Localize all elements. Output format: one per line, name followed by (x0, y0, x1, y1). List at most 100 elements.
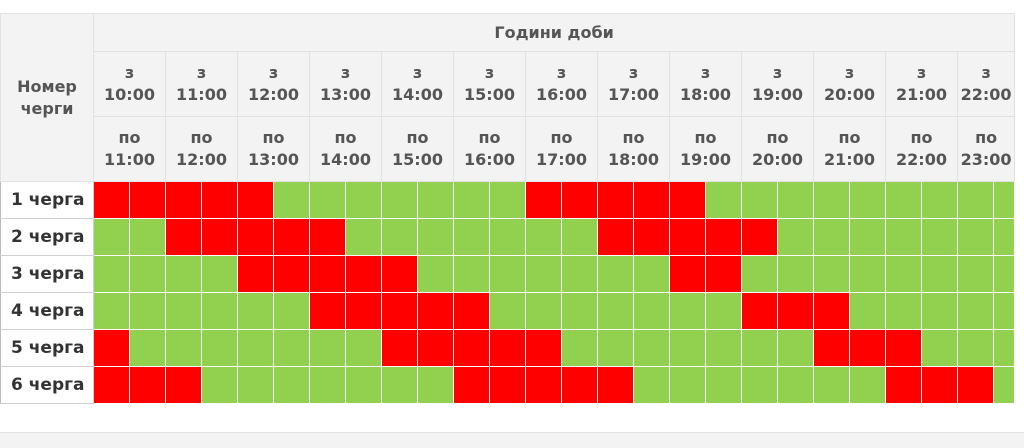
power-on-cell (849, 218, 886, 256)
outage-cell (885, 366, 922, 404)
power-on-cell (381, 218, 418, 256)
power-on-cell (417, 181, 454, 219)
schedule-grid: 1 черга 2 черга 3 черга 4 черга 5 черга 6 чер… (0, 181, 1016, 404)
outage-cell (237, 218, 274, 256)
outage-cell (453, 366, 490, 404)
outage-cell (849, 329, 886, 367)
power-on-cell (201, 366, 238, 404)
outage-cell (957, 366, 994, 404)
slot-to-11: по 22:00 (885, 116, 958, 182)
table-footer-bar (0, 432, 1024, 448)
power-on-cell (921, 255, 958, 293)
outage-cell (489, 366, 526, 404)
slot-from-10: з 20:00 (813, 51, 886, 117)
outage-cell (453, 292, 490, 330)
slot-to-7: по 18:00 (597, 116, 670, 182)
power-on-cell (885, 218, 922, 256)
power-on-cell (165, 255, 202, 293)
hours-title: Години доби (92, 13, 1016, 52)
power-on-cell (885, 181, 922, 219)
power-on-cell (561, 255, 598, 293)
power-on-cell (417, 366, 454, 404)
outage-cell (309, 255, 346, 293)
power-on-cell (885, 255, 922, 293)
power-on-cell (777, 181, 814, 219)
slot-to-2: по 13:00 (237, 116, 310, 182)
power-on-cell (273, 329, 310, 367)
power-on-cell (129, 218, 166, 256)
power-on-cell (885, 292, 922, 330)
power-on-cell (489, 218, 526, 256)
outage-cell (705, 255, 742, 293)
power-on-cell (849, 366, 886, 404)
power-on-cell (992, 292, 1016, 330)
header-row-from: з 10:00 з 11:00 з 12:00 з 13:00 з 14:00 з 15:00 з 16:… (1, 51, 1016, 117)
outage-cell (705, 218, 742, 256)
power-on-cell (525, 255, 562, 293)
power-on-cell (489, 255, 526, 293)
group-label: 5 черга (0, 329, 94, 367)
power-on-cell (849, 292, 886, 330)
group-row: 6 черга (0, 366, 1016, 404)
power-on-cell (165, 292, 202, 330)
power-on-cell (705, 181, 742, 219)
power-on-cell (813, 181, 850, 219)
power-on-cell (669, 292, 706, 330)
power-on-cell (453, 181, 490, 219)
power-on-cell (957, 181, 994, 219)
power-on-cell (957, 292, 994, 330)
outage-cell (93, 181, 130, 219)
power-on-cell (525, 218, 562, 256)
slot-from-0: з 10:00 (93, 51, 166, 117)
power-on-cell (741, 181, 778, 219)
header-row-to: по 11:00 по 12:00 по 13:00 по 14:00 по 15:00 по 16:… (1, 116, 1016, 182)
power-on-cell (309, 181, 346, 219)
outage-cell (165, 366, 202, 404)
power-on-cell (489, 292, 526, 330)
group-row: 2 черга (0, 218, 1016, 256)
group-label: 4 черга (0, 292, 94, 330)
power-on-cell (921, 329, 958, 367)
outage-cell (129, 366, 166, 404)
header-row-main: Номер черги Години доби (0, 13, 1016, 182)
power-on-cell (273, 181, 310, 219)
power-on-cell (561, 218, 598, 256)
outage-cell (165, 181, 202, 219)
outage-cell (813, 329, 850, 367)
power-on-cell (992, 255, 1016, 293)
outage-cell (597, 366, 634, 404)
power-on-cell (597, 255, 634, 293)
power-on-cell (237, 329, 274, 367)
group-row: 5 черга (0, 329, 1016, 367)
power-on-cell (417, 218, 454, 256)
outage-cell (237, 181, 274, 219)
power-on-cell (777, 329, 814, 367)
slot-to-1: по 12:00 (165, 116, 238, 182)
power-on-cell (345, 218, 382, 256)
power-on-cell (129, 255, 166, 293)
group-row: 4 черга (0, 292, 1016, 330)
slot-to-8: по 19:00 (669, 116, 742, 182)
power-on-cell (705, 329, 742, 367)
power-on-cell (777, 255, 814, 293)
slot-from-11: з 21:00 (885, 51, 958, 117)
power-on-cell (345, 329, 382, 367)
power-on-cell (849, 181, 886, 219)
slot-to-4: по 15:00 (381, 116, 454, 182)
group-label: 1 черга (0, 181, 94, 219)
power-on-cell (129, 292, 166, 330)
power-on-cell (669, 329, 706, 367)
outage-cell (669, 255, 706, 293)
outage-cell (633, 181, 670, 219)
power-on-cell (489, 181, 526, 219)
outage-cell (597, 218, 634, 256)
slot-from-7: з 17:00 (597, 51, 670, 117)
power-on-cell (561, 329, 598, 367)
power-on-cell (273, 366, 310, 404)
power-on-cell (921, 181, 958, 219)
power-on-cell (992, 366, 1016, 404)
outage-cell (669, 181, 706, 219)
outage-cell (561, 366, 598, 404)
power-on-cell (633, 292, 670, 330)
group-row: 1 черга (0, 181, 1016, 219)
